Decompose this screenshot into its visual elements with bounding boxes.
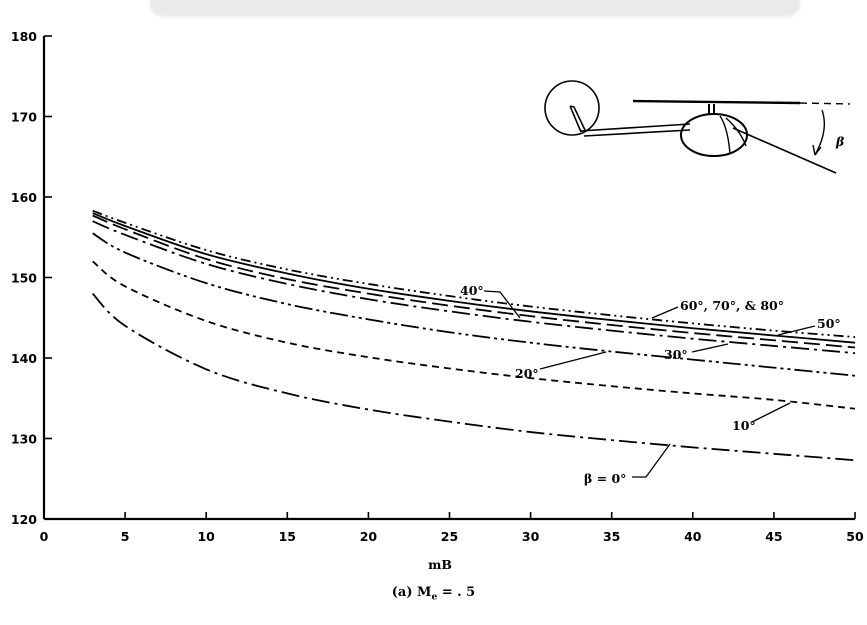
reference-line (799, 102, 851, 105)
beta-arrow (812, 144, 822, 156)
axes (42, 35, 856, 521)
beta-arc (814, 109, 825, 156)
figure-caption: (a) Me = . 5 (0, 585, 867, 603)
y-tick-label: 150 (11, 271, 37, 286)
main-rotor (632, 99, 801, 105)
series-line-1 (92, 260, 856, 410)
x-tick-label: 25 (441, 529, 458, 544)
x-tick-label: 20 (360, 529, 378, 544)
x-tick-label: 10 (197, 529, 215, 544)
annotation-leader (632, 443, 671, 478)
annotation-leader (539, 351, 607, 370)
series-lines (92, 209, 856, 462)
tick-labels: 0 5 10 15 20 25 30 35 40 45 50 120 130 140 150 160 170 18… (11, 29, 864, 544)
series-line-6 (92, 209, 856, 338)
x-tick-label: 0 (40, 529, 49, 544)
tail-rotor-circle (544, 80, 600, 136)
tail-boom (579, 123, 691, 137)
y-tick-label: 120 (11, 512, 37, 527)
caption-subscript: e (431, 592, 438, 603)
y-tick-label: 180 (11, 29, 37, 44)
annotation-label: 30° (664, 347, 688, 362)
x-tick-label: 15 (279, 529, 296, 544)
caption-suffix: = . 5 (437, 585, 476, 600)
y-tick-label: 130 (11, 432, 37, 447)
series-line-3 (92, 220, 856, 355)
y-tick-label: 160 (11, 190, 37, 205)
window-top-bar (150, 0, 800, 14)
series-line-4 (92, 214, 856, 349)
observer-line (732, 127, 837, 174)
annotation-label: 60°, 70°, & 80° (680, 298, 784, 313)
x-tick-label: 35 (603, 529, 620, 544)
annotation-label: 40° (460, 283, 484, 298)
rotor-mast (708, 104, 715, 114)
helicopter-diagram: β (544, 80, 851, 174)
series-line-0 (92, 292, 856, 462)
annotation-label: 10° (732, 418, 756, 433)
x-tick-label: 50 (846, 529, 864, 544)
tail-fin (569, 105, 586, 133)
annotation-label: β = 0° (584, 471, 626, 486)
annotation-leader (777, 325, 816, 336)
annotation-leader (691, 343, 729, 353)
y-tick-label: 140 (11, 351, 37, 366)
fuselage (680, 113, 748, 157)
annotation-label: 20° (515, 366, 539, 381)
cockpit-window (719, 115, 747, 155)
x-tick-label: 45 (765, 529, 782, 544)
annotation-leader (651, 306, 679, 319)
series-line-5 (92, 212, 856, 344)
annotation-leader (483, 290, 521, 319)
y-tick-label: 170 (11, 110, 37, 125)
annotation-leader (751, 402, 791, 423)
x-tick-label: 30 (522, 529, 540, 544)
caption-prefix: (a) M (391, 585, 432, 600)
x-axis-label: mB (428, 557, 452, 572)
annotation-label: 50° (817, 316, 841, 331)
series-line-2 (92, 232, 856, 377)
x-tick-label: 40 (684, 529, 702, 544)
x-tick-label: 5 (121, 529, 130, 544)
annotations: 40° 60°, 70°, & 80° 50° 30° 20° 10° β = 0° (460, 283, 841, 486)
beta-label: β (835, 134, 845, 149)
